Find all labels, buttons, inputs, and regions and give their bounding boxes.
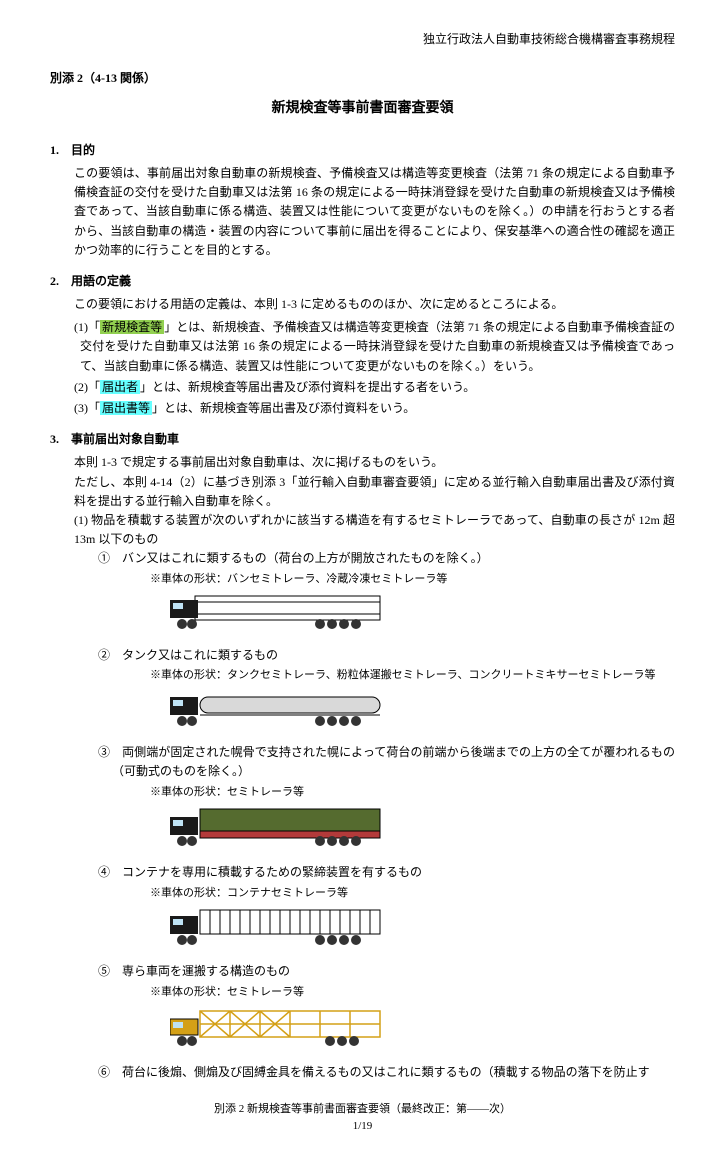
truck-van-icon	[170, 592, 675, 638]
section-3-p1: 本則 1-3 で規定する事前届出対象自動車は、次に掲げるものをいう。	[74, 453, 675, 472]
section-3-head: 3. 事前届出対象自動車	[50, 430, 675, 449]
def-1: (1)「新規検査等」とは、新規検査、予備検査又は構造等変更検査（法第 71 条の…	[74, 318, 675, 376]
reference-note: 別添 2（4-13 関係）	[50, 69, 675, 88]
def-3-pre: (3)「	[74, 401, 100, 415]
section-2-head: 2. 用語の定義	[50, 272, 675, 291]
note-5: ※車体の形状：セミトレーラ等	[150, 984, 675, 1002]
section-2-intro: この要領における用語の定義は、本則 1-3 に定めるもののほか、次に定めるところ…	[74, 295, 675, 314]
def-3: (3)「届出書等」とは、新規検査等届出書及び添付資料をいう。	[74, 399, 675, 418]
section-3-i1: (1) 物品を積載する装置が次のいずれかに該当する構造を有するセミトレーラであっ…	[74, 511, 675, 549]
def-1-pre: (1)「	[74, 320, 100, 334]
item-3: ③ 両側端が固定された幌骨で支持された幌によって荷台の前端から後端までの上方の全…	[98, 743, 675, 781]
def-2: (2)「届出者」とは、新規検査等届出書及び添付資料を提出する者をいう。	[74, 378, 675, 397]
truck-tarp-icon	[170, 805, 675, 855]
def-2-pre: (2)「	[74, 380, 100, 394]
def-1-post: 」とは、新規検査、予備検査又は構造等変更検査（法第 71 条の規定による自動車予…	[80, 320, 675, 372]
header-org: 独立行政法人自動車技術総合機構審査事務規程	[50, 30, 675, 49]
doc-title: 新規検査等事前書面審査要領	[50, 98, 675, 120]
item-2: ② タンク又はこれに類するもの	[98, 646, 675, 665]
def-3-post: 」とは、新規検査等届出書及び添付資料をいう。	[152, 401, 415, 415]
truck-carrier-icon	[170, 1005, 675, 1055]
footer-line-1: 別添 2 新規検査等事前書面審査要領（最終改正：第――次）	[50, 1101, 675, 1119]
note-2: ※車体の形状：タンクセミトレーラ、粉粒体運搬セミトレーラ、コンクリートミキサーセ…	[150, 667, 675, 685]
section-3-p2: ただし、本則 4-14（2）に基づき別添 3「並行輸入自動車審査要領」に定める並…	[74, 473, 675, 511]
note-3: ※車体の形状：セミトレーラ等	[150, 784, 675, 802]
item-4: ④ コンテナを専用に積載するための緊締装置を有するもの	[98, 863, 675, 882]
item-5: ⑤ 専ら車両を運搬する構造のもの	[98, 962, 675, 981]
item-6: ⑥ 荷台に後煽、側煽及び固縛金具を備えるもの又はこれに類するもの（積載する物品の…	[98, 1063, 675, 1082]
item-1: ① バン又はこれに類するもの（荷台の上方が開放されたものを除く。）	[98, 549, 675, 568]
section-1-head: 1. 目的	[50, 141, 675, 160]
truck-container-icon	[170, 906, 675, 954]
def-3-term: 届出書等	[100, 401, 152, 415]
note-1: ※車体の形状：バンセミトレーラ、冷蔵冷凍セミトレーラ等	[150, 571, 675, 589]
def-2-term: 届出者	[100, 380, 140, 394]
def-2-post: 」とは、新規検査等届出書及び添付資料を提出する者をいう。	[140, 380, 475, 394]
section-1-body: この要領は、事前届出対象自動車の新規検査、予備検査又は構造等変更検査（法第 71…	[74, 164, 675, 260]
footer-line-2: 1/19	[50, 1118, 675, 1136]
def-1-term: 新規検査等	[100, 320, 164, 334]
page-footer: 別添 2 新規検査等事前書面審査要領（最終改正：第――次） 1/19	[50, 1101, 675, 1136]
note-4: ※車体の形状：コンテナセミトレーラ等	[150, 885, 675, 903]
truck-tank-icon	[170, 689, 675, 735]
